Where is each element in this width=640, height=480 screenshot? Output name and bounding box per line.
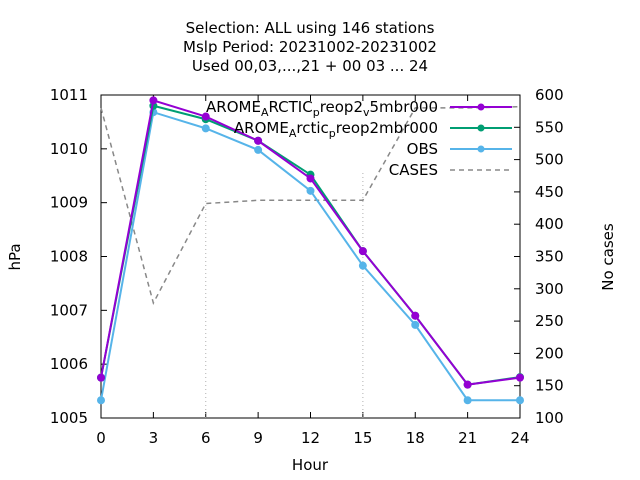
- data-point: [306, 174, 315, 183]
- data-point: [201, 112, 210, 121]
- y2-tick-label: 300: [535, 280, 564, 298]
- series-line: [100, 110, 520, 402]
- data-point: [97, 396, 105, 405]
- x-tick-label: 18: [406, 429, 425, 447]
- legend-label: OBS: [407, 140, 438, 158]
- title-line-1: Selection: ALL using 146 stations: [186, 19, 435, 37]
- y-tick-label: 1005: [50, 409, 88, 427]
- y2-tick-label: 150: [535, 377, 564, 395]
- legend-label-part: OBS: [407, 140, 438, 158]
- legend-label-part: AROME: [206, 98, 261, 116]
- series-layer: [97, 96, 524, 405]
- legend-label-part: CASES: [389, 161, 438, 179]
- y2-tick-label: 550: [535, 118, 564, 136]
- title-line-2: Mslp Period: 20231002-20231002: [183, 38, 437, 56]
- legend-item: CASES: [389, 161, 512, 179]
- legend-label-subscript: p: [329, 127, 336, 140]
- legend-label: AROMEArcticpreop2mbr000: [234, 119, 438, 140]
- legend-label-subscript: v: [363, 106, 370, 119]
- y2-tick-label: 100: [535, 409, 564, 427]
- legend-marker: [477, 103, 485, 111]
- y-tick-label: 1009: [50, 194, 88, 212]
- y2-tick-label: 250: [535, 312, 564, 330]
- data-point: [358, 247, 367, 256]
- data-point: [254, 136, 263, 145]
- series-line: [100, 99, 521, 386]
- y-tick-label: 1008: [50, 248, 88, 266]
- data-point: [516, 373, 524, 382]
- legend-label-subscript: p: [313, 106, 320, 119]
- y2-tick-label: 350: [535, 248, 564, 266]
- y2-tick-label: 450: [535, 183, 564, 201]
- legend-label-part: AROME: [234, 119, 289, 137]
- x-tick-label: 21: [458, 429, 477, 447]
- data-point: [254, 145, 263, 154]
- legend: AROMEARCTICpreop2v5mbr000AROMEArcticpreo…: [206, 98, 512, 179]
- data-point: [516, 396, 524, 405]
- data-point: [201, 124, 210, 133]
- data-point: [306, 186, 315, 195]
- legend-item: OBS: [407, 140, 512, 158]
- data-point: [149, 96, 158, 105]
- title-line-3: Used 00,03,...,21 + 00 03 ... 24: [192, 57, 428, 75]
- x-tick-label: 15: [353, 429, 372, 447]
- legend-marker: [477, 124, 485, 132]
- legend-marker: [477, 145, 485, 153]
- y-axis-label: hPa: [6, 243, 24, 270]
- data-point: [463, 396, 472, 405]
- x-tick-label: 9: [253, 429, 263, 447]
- y2-tick-label: 500: [535, 151, 564, 169]
- chart-title: Selection: ALL using 146 stations Mslp P…: [183, 19, 437, 75]
- y2-tick-label: 200: [535, 344, 564, 362]
- legend-label-subscript: A: [261, 106, 269, 119]
- y-tick-label: 1007: [50, 301, 88, 319]
- y2-tick-label: 400: [535, 215, 564, 233]
- x-tick-label: 24: [510, 429, 529, 447]
- data-point: [411, 311, 420, 320]
- x-axis-label: Hour: [292, 456, 329, 474]
- y2-tick-label: 600: [535, 86, 564, 104]
- legend-label: AROMEARCTICpreop2v5mbr000: [206, 98, 438, 119]
- y-tick-label: 1010: [50, 140, 88, 158]
- series-1: [97, 101, 524, 389]
- y-tick-label: 1006: [50, 355, 88, 373]
- series-line: [100, 104, 521, 386]
- legend-item: AROMEARCTICpreop2v5mbr000: [206, 98, 512, 119]
- x-tick-label: 6: [201, 429, 211, 447]
- series-0: [97, 96, 524, 389]
- x-tick-label: 12: [301, 429, 320, 447]
- y-tick-label: 1011: [50, 86, 88, 104]
- x-tick-label: 0: [96, 429, 106, 447]
- legend-label-part: rctic: [296, 119, 328, 137]
- legend-label-part: 5mbr000: [370, 98, 438, 116]
- legend-label: CASES: [389, 161, 438, 179]
- data-point: [97, 373, 105, 382]
- data-point: [411, 320, 420, 329]
- legend-label-part: reop2mbr000: [336, 119, 438, 137]
- legend-label-part: RCTIC: [268, 98, 312, 116]
- data-point: [463, 380, 472, 389]
- legend-label-subscript: A: [289, 127, 297, 140]
- ticks-layer: 0 3 6 9 12 15 18 21 24 1005 1006 1007 1008 1009 1010 10…: [50, 86, 564, 447]
- legend-label-part: reop2: [320, 98, 363, 116]
- legend-item: AROMEArcticpreop2mbr000: [234, 119, 512, 140]
- y2-axis-label: No cases: [599, 223, 617, 291]
- data-point: [358, 261, 367, 270]
- x-tick-label: 3: [149, 429, 159, 447]
- series-2: [97, 108, 524, 405]
